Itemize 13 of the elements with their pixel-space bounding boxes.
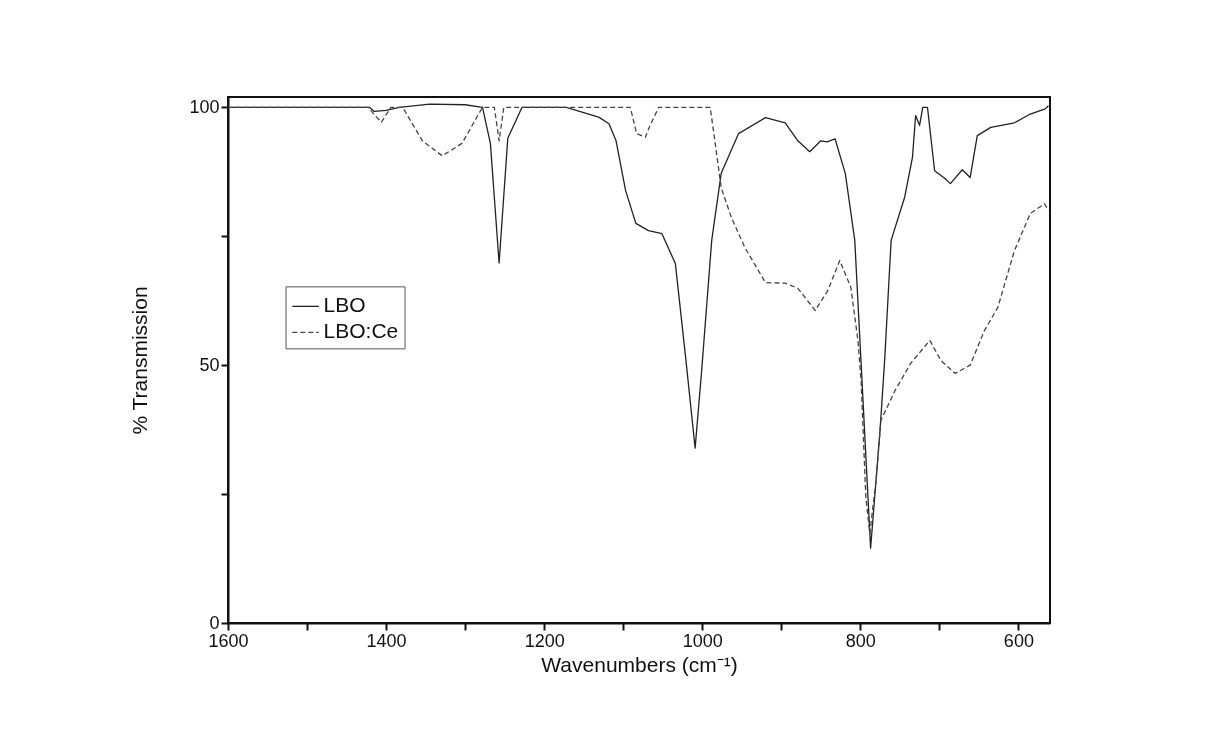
legend-label: LBO — [323, 293, 366, 317]
x-tick-label: 800 — [845, 630, 876, 651]
y-tick-label: 50 — [199, 354, 220, 375]
y-tick-label: 100 — [189, 96, 220, 117]
x-tick-label: 1600 — [208, 630, 249, 651]
x-axis-title: Wavenumbers (cm⁻¹) — [541, 652, 738, 676]
x-tick-label: 1000 — [682, 630, 723, 651]
legend-label: LBO:Ce — [323, 319, 399, 343]
y-tick-label: 0 — [209, 612, 220, 633]
x-tick-label: 1400 — [366, 630, 407, 651]
x-tick-label: 1200 — [524, 630, 565, 651]
x-tick-label: 600 — [1003, 630, 1034, 651]
y-axis-title: % Transmission — [128, 286, 152, 435]
